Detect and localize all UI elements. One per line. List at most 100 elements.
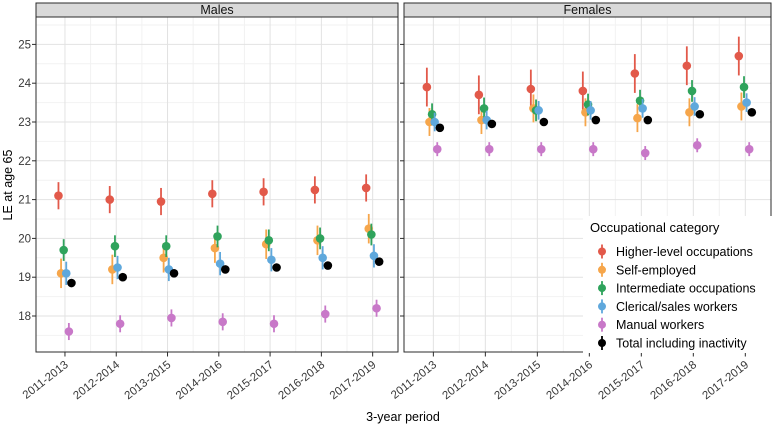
legend-item-label: Manual workers xyxy=(616,318,704,332)
series-manual-workers xyxy=(432,138,754,161)
data-point xyxy=(105,195,115,204)
x-tick-label: 2013-2015 xyxy=(123,359,174,402)
data-point xyxy=(685,108,694,117)
data-point xyxy=(67,278,76,288)
data-point xyxy=(479,104,489,113)
data-point xyxy=(374,257,384,266)
data-point xyxy=(430,117,439,127)
y-tick-label: 22 xyxy=(18,156,31,168)
legend-point-icon xyxy=(598,265,606,274)
x-tick-label: 2015-2017 xyxy=(596,359,647,402)
data-point xyxy=(264,236,274,245)
data-point xyxy=(64,327,74,336)
data-point xyxy=(272,263,281,272)
x-tick-label: 2014-2016 xyxy=(544,359,595,402)
data-point xyxy=(320,309,330,319)
x-tick-label: 2014-2016 xyxy=(174,359,225,402)
data-point xyxy=(110,241,120,251)
data-point xyxy=(422,82,432,92)
x-tick-label: 2013-2015 xyxy=(492,359,543,402)
x-axis-title: 3-year period xyxy=(366,410,440,424)
data-point xyxy=(372,303,381,313)
legend-point-icon xyxy=(598,320,606,329)
data-point xyxy=(269,319,279,329)
data-point xyxy=(323,261,333,270)
data-point xyxy=(59,245,68,255)
data-point xyxy=(638,104,647,113)
data-point xyxy=(369,251,379,261)
data-point xyxy=(536,144,546,154)
series-clerical-sales-workers xyxy=(61,244,379,285)
data-point xyxy=(742,98,751,107)
data-point xyxy=(167,313,176,323)
legend-point-icon xyxy=(598,339,606,347)
data-point xyxy=(218,317,228,327)
data-point xyxy=(682,61,692,71)
data-point xyxy=(361,183,371,193)
data-point xyxy=(161,241,171,251)
data-point xyxy=(215,259,225,268)
y-tick-label: 23 xyxy=(18,117,31,129)
data-point xyxy=(747,108,757,117)
data-point xyxy=(435,123,445,133)
data-point xyxy=(221,265,230,274)
legend-item-intermediate-occupations: Intermediate occupations xyxy=(598,281,756,296)
series-manual-workers xyxy=(64,299,381,341)
data-point xyxy=(643,115,653,125)
legend-point-icon xyxy=(598,247,606,256)
legend-item-clerical-sales-workers: Clerical/sales workers xyxy=(598,299,738,314)
legend-point-icon xyxy=(598,284,606,293)
x-tick-label: 2017-2019 xyxy=(328,359,379,402)
data-point xyxy=(156,197,166,206)
legend-item-total-including-inactivity: Total including inactivity xyxy=(598,336,747,351)
data-point xyxy=(539,117,549,127)
data-point xyxy=(474,90,484,100)
series-clerical-sales-workers xyxy=(430,93,751,132)
series-higher-level-occupations xyxy=(54,174,371,216)
x-tick-label: 2016-2018 xyxy=(648,359,699,402)
data-point xyxy=(591,115,601,125)
facet-label: Males xyxy=(200,3,233,17)
data-point xyxy=(690,102,699,111)
data-point xyxy=(487,119,497,129)
data-point xyxy=(687,86,697,96)
y-tick-label: 21 xyxy=(18,195,31,207)
legend: Occupational category Higher-level occupa… xyxy=(583,216,777,353)
y-tick-label: 19 xyxy=(18,272,31,284)
x-tick-label: 2011-2013 xyxy=(389,359,439,402)
data-point xyxy=(692,140,702,150)
facet-label: Females xyxy=(564,3,612,17)
y-tick-label: 24 xyxy=(18,78,31,90)
data-point xyxy=(315,234,325,243)
y-tick-label: 25 xyxy=(18,39,31,51)
y-tick-label: 18 xyxy=(18,311,31,323)
legend-item-self-employed: Self-employed xyxy=(598,262,696,277)
data-point xyxy=(586,106,595,115)
data-point xyxy=(310,185,320,195)
series-intermediate-occupations xyxy=(59,223,376,261)
data-point xyxy=(432,144,442,154)
series-total-including-inactivity xyxy=(67,257,384,288)
x-tick-label: 2012-2014 xyxy=(71,359,122,403)
legend-item-higher-level-occupations: Higher-level occupations xyxy=(598,244,753,259)
data-point xyxy=(259,187,268,197)
data-point xyxy=(484,144,494,154)
legend-item-label: Self-employed xyxy=(616,263,696,277)
data-point xyxy=(54,191,63,201)
legend-item-label: Total including inactivity xyxy=(616,337,747,351)
data-point xyxy=(318,253,327,263)
series-total-including-inactivity xyxy=(435,108,757,133)
x-tick-label: 2016-2018 xyxy=(276,359,327,402)
data-point xyxy=(744,144,754,154)
data-point xyxy=(169,269,179,278)
data-point xyxy=(578,86,588,96)
data-point xyxy=(534,106,543,115)
panel-males: Males 2011-2013 2012-2014 2013-2015 2014-201… xyxy=(21,2,399,403)
series-higher-level-occupations xyxy=(422,36,744,115)
x-tick-label: 2015-2017 xyxy=(225,359,276,402)
legend-item-label: Higher-level occupations xyxy=(616,245,753,259)
data-point xyxy=(208,189,217,199)
data-point xyxy=(61,269,71,278)
